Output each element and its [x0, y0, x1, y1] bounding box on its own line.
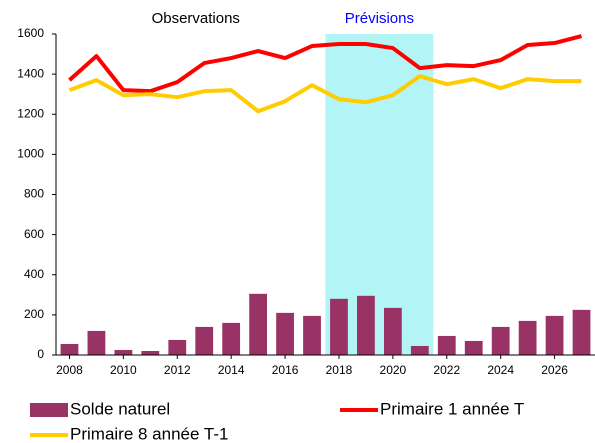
legend-label: Primaire 1 année T: [380, 399, 524, 418]
bar: [303, 315, 321, 355]
bar: [410, 345, 429, 355]
bar: [60, 343, 79, 355]
bar: [249, 293, 268, 355]
x-tick-label: 2014: [218, 363, 245, 377]
y-tick-label: 0: [37, 347, 44, 361]
forecast-label: Prévisions: [345, 10, 414, 27]
y-tick-label: 1400: [17, 66, 44, 80]
line: [68, 74, 582, 114]
x-tick-label: 2010: [110, 363, 137, 377]
bar: [168, 339, 187, 355]
bar: [114, 349, 133, 355]
y-tick-label: 400: [24, 267, 44, 281]
y-tick-label: 1600: [17, 26, 44, 40]
bar: [545, 315, 564, 355]
x-tick-label: 2022: [433, 363, 460, 377]
bar: [437, 335, 456, 355]
x-tick-label: 2008: [56, 363, 83, 377]
observations-label: Observations: [152, 10, 240, 27]
x-tick-label: 2016: [272, 363, 299, 377]
bar: [572, 309, 591, 355]
bar: [330, 298, 348, 355]
x-tick-label: 2012: [164, 363, 191, 377]
bar: [141, 350, 160, 355]
bar: [222, 322, 241, 355]
bar: [491, 326, 510, 355]
y-tick-label: 1000: [17, 147, 44, 161]
y-tick-label: 800: [24, 187, 44, 201]
bar: [195, 326, 214, 355]
y-tick-label: 200: [24, 307, 44, 321]
bar: [357, 295, 375, 355]
bar: [276, 312, 294, 355]
legend-label: Primaire 8 année T-1: [70, 424, 228, 443]
x-tick-label: 2020: [380, 363, 407, 377]
x-tick-label: 2018: [326, 363, 353, 377]
bar: [383, 307, 402, 355]
bar: [464, 340, 483, 355]
bar: [518, 320, 537, 355]
legend-label: Solde naturel: [70, 399, 170, 418]
legend-swatch: [30, 403, 68, 417]
x-tick-label: 2026: [541, 363, 568, 377]
y-tick-label: 1200: [17, 106, 44, 120]
bar: [87, 330, 106, 355]
x-tick-label: 2024: [487, 363, 514, 377]
y-tick-label: 600: [24, 227, 44, 241]
line: [68, 34, 583, 94]
